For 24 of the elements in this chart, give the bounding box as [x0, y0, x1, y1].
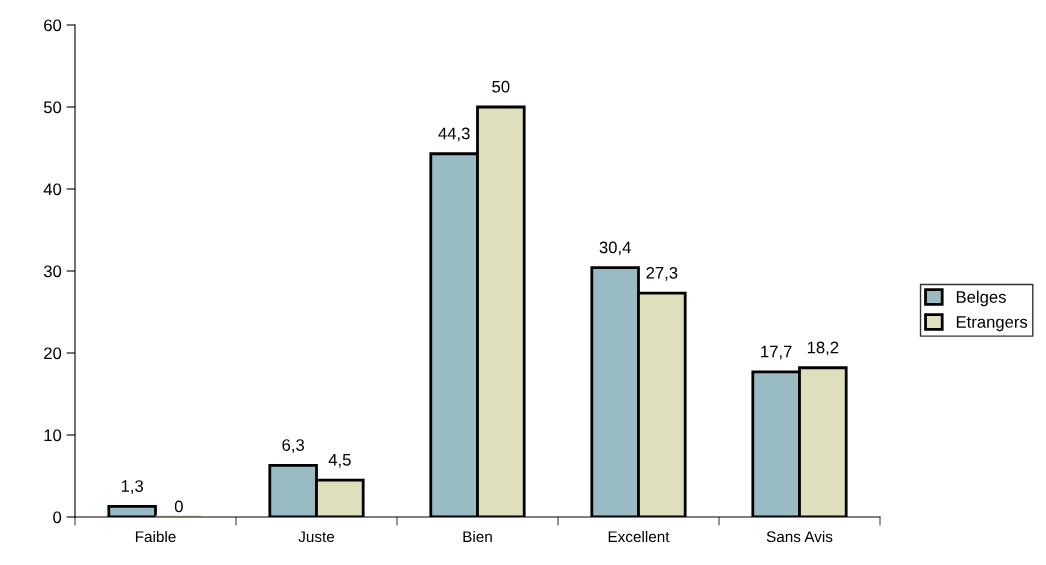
data-label: 50 — [492, 80, 510, 93]
legend-label: Belges — [956, 290, 1006, 307]
data-label: 18,2 — [807, 341, 839, 356]
x-tick-label: Excellent — [608, 530, 670, 543]
x-tick-label: Juste — [298, 531, 335, 543]
data-label: 0 — [174, 500, 183, 513]
data-label: 1,3 — [121, 480, 144, 494]
y-tick-label: 50 — [43, 101, 62, 114]
y-tick-label: 60 — [44, 19, 62, 32]
y-tick-label: 0 — [53, 511, 62, 524]
data-label: 30,4 — [599, 241, 631, 256]
y-tick-label: 30 — [43, 265, 62, 278]
y-tick-label: 20 — [44, 347, 62, 360]
data-label: 6,3 — [282, 439, 305, 453]
y-tick-label: 40 — [43, 183, 62, 196]
x-tick-label: Bien — [463, 530, 492, 543]
data-label: 27,3 — [646, 266, 678, 281]
data-label: 17,7 — [761, 345, 792, 360]
y-tick-label: 10 — [44, 429, 62, 442]
x-tick-label: Sans Avis — [766, 530, 833, 543]
data-label: 4,5 — [328, 454, 351, 468]
x-tick-label: Faible — [135, 530, 176, 543]
legend-label: Etrangers — [956, 316, 1028, 332]
data-label: 44,3 — [438, 127, 470, 142]
